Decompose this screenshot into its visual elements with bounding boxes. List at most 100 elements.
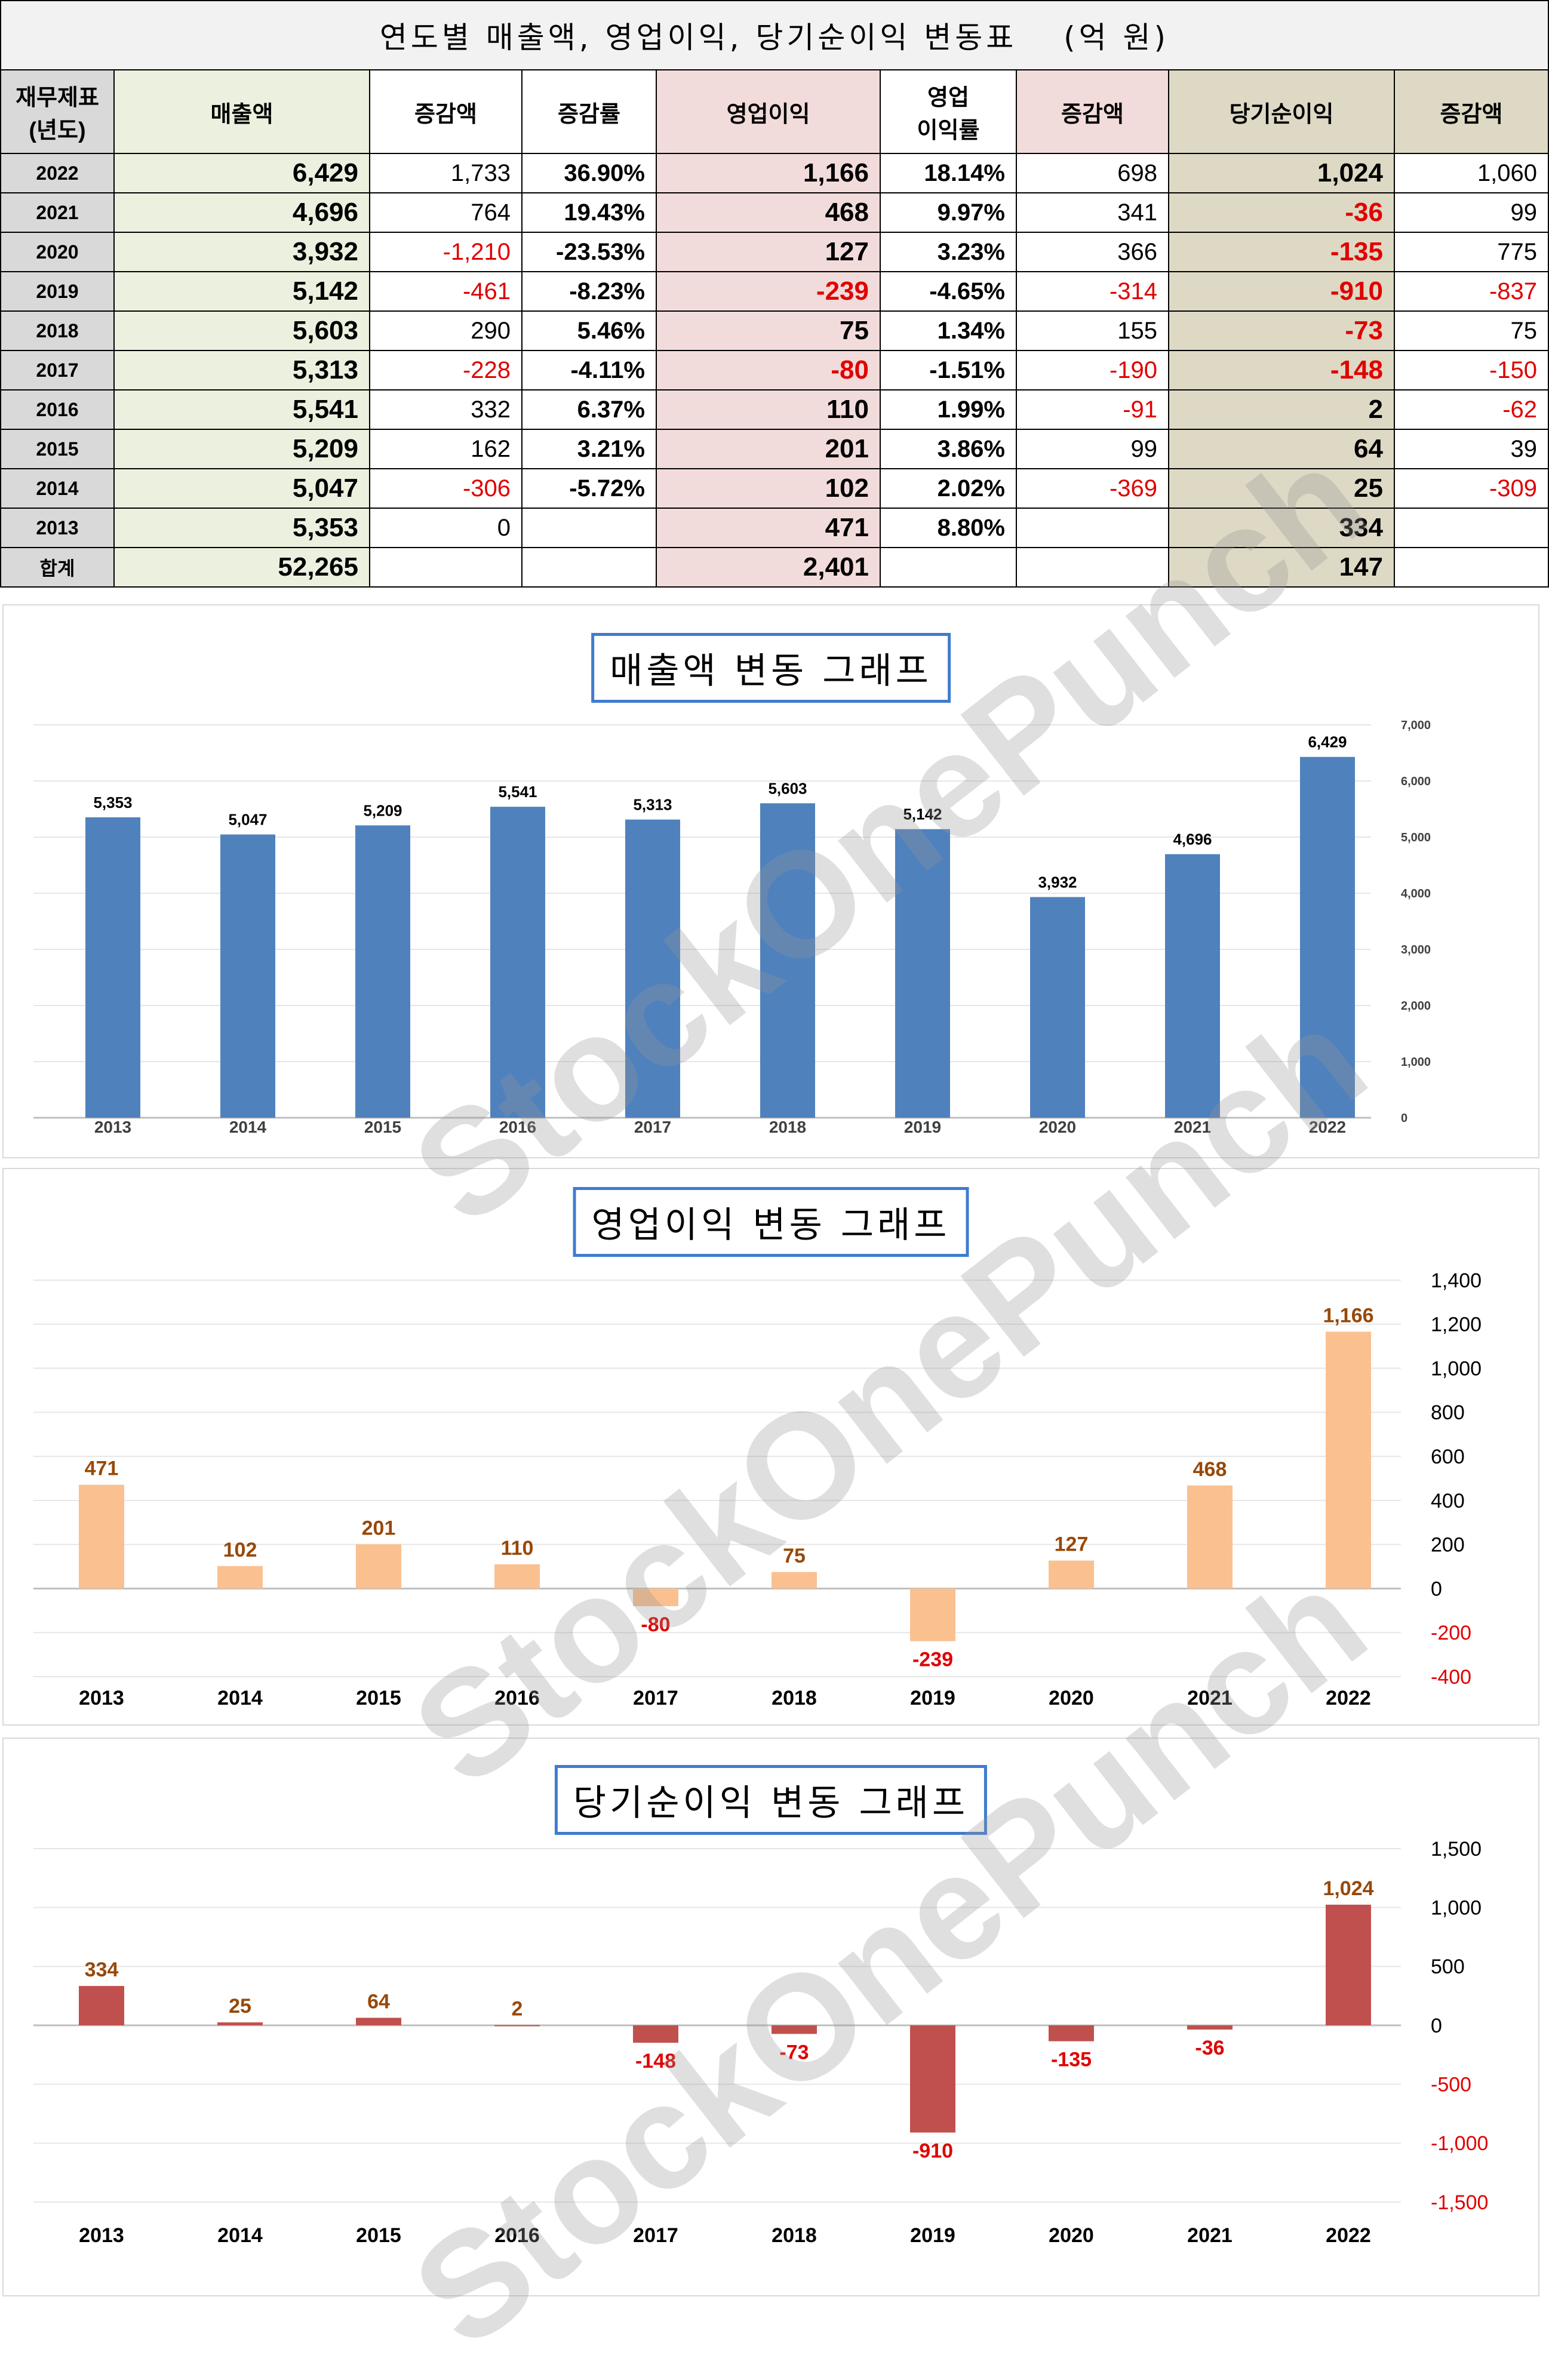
operating-profit-cell: 201	[656, 429, 881, 469]
x-tick-label: 2018	[772, 1687, 817, 1709]
table-body: 2022 6,429 1,733 36.90% 1,166 18.14% 698 1,024 1…	[0, 153, 1549, 588]
x-tick-label: 2021	[1187, 1687, 1233, 1709]
bar-2017	[633, 1588, 678, 1606]
x-tick-label: 2014	[217, 2224, 263, 2247]
data-label: 75	[783, 1545, 806, 1567]
year-cell: 2013	[0, 508, 115, 548]
operating-profit-cell: 1,166	[656, 153, 881, 193]
x-tick-label: 2022	[1309, 1118, 1346, 1136]
x-tick-label: 2019	[910, 1687, 955, 1709]
y-tick-label: 7,000	[1401, 719, 1431, 732]
bar-2013	[85, 817, 140, 1118]
revenue-rate-cell	[521, 508, 657, 548]
data-label: -36	[1195, 2037, 1224, 2059]
operating-change-cell: 155	[1016, 310, 1169, 351]
data-label: 5,353	[93, 794, 132, 811]
data-label: 334	[85, 1958, 119, 1981]
table-total-row: 합계 52,265 2,401 147	[0, 547, 1549, 588]
operating-change-cell	[1016, 508, 1169, 548]
data-label: -910	[912, 2140, 953, 2163]
net-income-cell: -73	[1168, 310, 1395, 351]
net-change-cell: 99	[1394, 192, 1549, 233]
x-tick-label: 2016	[499, 1118, 536, 1136]
x-tick-label: 2016	[494, 2224, 540, 2247]
operating-profit-cell: 110	[656, 389, 881, 430]
revenue-cell: 5,142	[113, 271, 370, 312]
table-row: 2014 5,047 -306 -5.72% 102 2.02% -369 25 -309	[0, 468, 1549, 509]
revenue-cell: 5,047	[113, 468, 370, 509]
data-label: 5,313	[633, 796, 672, 814]
bar-2022	[1326, 1904, 1371, 2025]
bar-2020	[1030, 897, 1085, 1118]
bar-2016	[494, 2025, 540, 2027]
operating-margin-cell	[880, 547, 1017, 588]
bar-2021	[1187, 2025, 1233, 2030]
x-tick-label: 2020	[1049, 2224, 1094, 2247]
net-income-cell: 147	[1168, 547, 1395, 588]
data-label: 5,047	[228, 811, 267, 829]
x-tick-label: 2018	[772, 2224, 817, 2247]
operating-change-cell: 341	[1016, 192, 1169, 233]
x-tick-label: 2019	[910, 2224, 955, 2247]
y-tick-label: 2,000	[1401, 1000, 1431, 1013]
operating-change-cell: -314	[1016, 271, 1169, 312]
revenue-rate-header: 증감률	[521, 69, 657, 154]
operating-change-cell: 366	[1016, 232, 1169, 272]
x-tick-label: 2019	[904, 1118, 941, 1136]
data-label: -148	[635, 2050, 676, 2072]
table-row: 2017 5,313 -228 -4.11% -80 -1.51% -190 -148 -150	[0, 350, 1549, 390]
x-tick-label: 2017	[633, 1687, 678, 1709]
revenue-cell: 5,603	[113, 310, 370, 351]
table-row: 2021 4,696 764 19.43% 468 9.97% 341 -36 99	[0, 192, 1549, 233]
x-tick-label: 2014	[229, 1118, 267, 1136]
operating-change-cell: 99	[1016, 429, 1169, 469]
bar-2016	[494, 1564, 540, 1589]
net-income-cell: -135	[1168, 232, 1395, 272]
bar-2013	[79, 1986, 124, 2025]
data-label: 5,603	[768, 779, 807, 797]
operating-change-header: 증감액	[1016, 69, 1169, 154]
data-label: -135	[1051, 2049, 1092, 2071]
bar-2018	[772, 2025, 817, 2034]
revenue-change-cell: -461	[369, 271, 523, 312]
x-tick-label: 2016	[494, 1687, 540, 1709]
data-label: 25	[229, 1995, 251, 2018]
data-label: 468	[1193, 1458, 1227, 1481]
revenue-rate-cell: -4.11%	[521, 350, 657, 390]
bar-2015	[356, 1544, 401, 1589]
revenue-change-cell: -1,210	[369, 232, 523, 272]
operating-margin-cell: 9.97%	[880, 192, 1017, 233]
operating-profit-cell: 2,401	[656, 547, 881, 588]
revenue-cell: 52,265	[113, 547, 370, 588]
data-label: 5,209	[363, 801, 402, 819]
operating-margin-cell: 3.23%	[880, 232, 1017, 272]
net-change-cell	[1394, 508, 1549, 548]
data-label: 5,541	[498, 783, 537, 801]
bar-2016	[490, 807, 545, 1118]
net-change-header: 증감액	[1394, 69, 1549, 154]
net-income-header: 당기순이익	[1168, 69, 1395, 154]
year-cell: 2015	[0, 429, 115, 469]
bar-2021	[1187, 1485, 1233, 1589]
x-tick-label: 2014	[217, 1687, 263, 1709]
year-cell: 2019	[0, 271, 115, 312]
y-tick-label: 1,500	[1431, 1838, 1482, 1861]
y-tick-label: 1,000	[1431, 1357, 1482, 1380]
net-income-chart-title: 당기순이익 변동 그래프	[554, 1765, 988, 1835]
operating-margin-cell: 3.86%	[880, 429, 1017, 469]
y-tick-label: 500	[1431, 1955, 1465, 1978]
net-income-cell: 25	[1168, 468, 1395, 509]
x-tick-label: 2017	[634, 1118, 671, 1136]
data-label: 64	[367, 1990, 390, 2013]
table-header-row: 재무제표 (년도) 매출액 증감액 증감률 영업이익 영업 이익률 증감액 당기순이익 증감액	[0, 69, 1549, 154]
revenue-change-cell: 764	[369, 192, 523, 233]
y-tick-label: -1,500	[1431, 2191, 1488, 2214]
revenue-cell: 4,696	[113, 192, 370, 233]
revenue-rate-cell: 3.21%	[521, 429, 657, 469]
operating-margin-cell: 18.14%	[880, 153, 1017, 193]
operating-change-cell: 698	[1016, 153, 1169, 193]
x-tick-label: 2022	[1326, 1687, 1371, 1709]
revenue-change-cell: 332	[369, 389, 523, 430]
revenue-rate-cell: -23.53%	[521, 232, 657, 272]
y-tick-label: 200	[1431, 1534, 1465, 1557]
